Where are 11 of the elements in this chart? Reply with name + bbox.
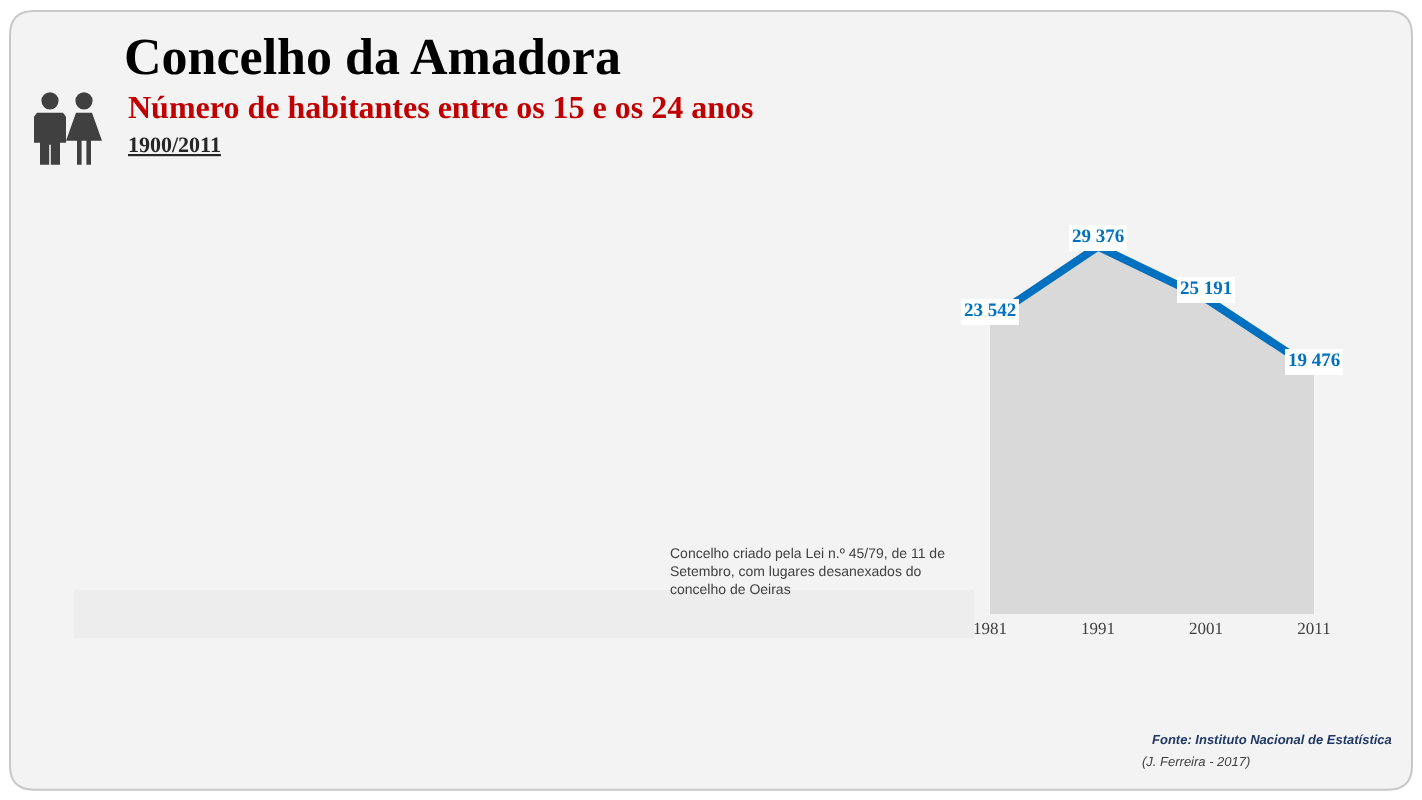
text: 1900/2011: [128, 134, 221, 158]
x-tick-label: 1991: [1081, 618, 1115, 639]
x-tick-label: 2001: [1189, 618, 1223, 639]
x-tick-label: 2011: [1297, 618, 1331, 639]
text: Número de habitantes entre os 15 e os 24 anos: [128, 92, 754, 126]
x-tick-label: 1981: [973, 618, 1007, 639]
text: Concelho da Amadora: [124, 28, 621, 87]
data-label: 23 542: [964, 302, 1017, 322]
data-label: 29 376: [1072, 228, 1125, 248]
data-label: 19 476: [1288, 352, 1341, 372]
data-label: 25 191: [1180, 280, 1233, 300]
